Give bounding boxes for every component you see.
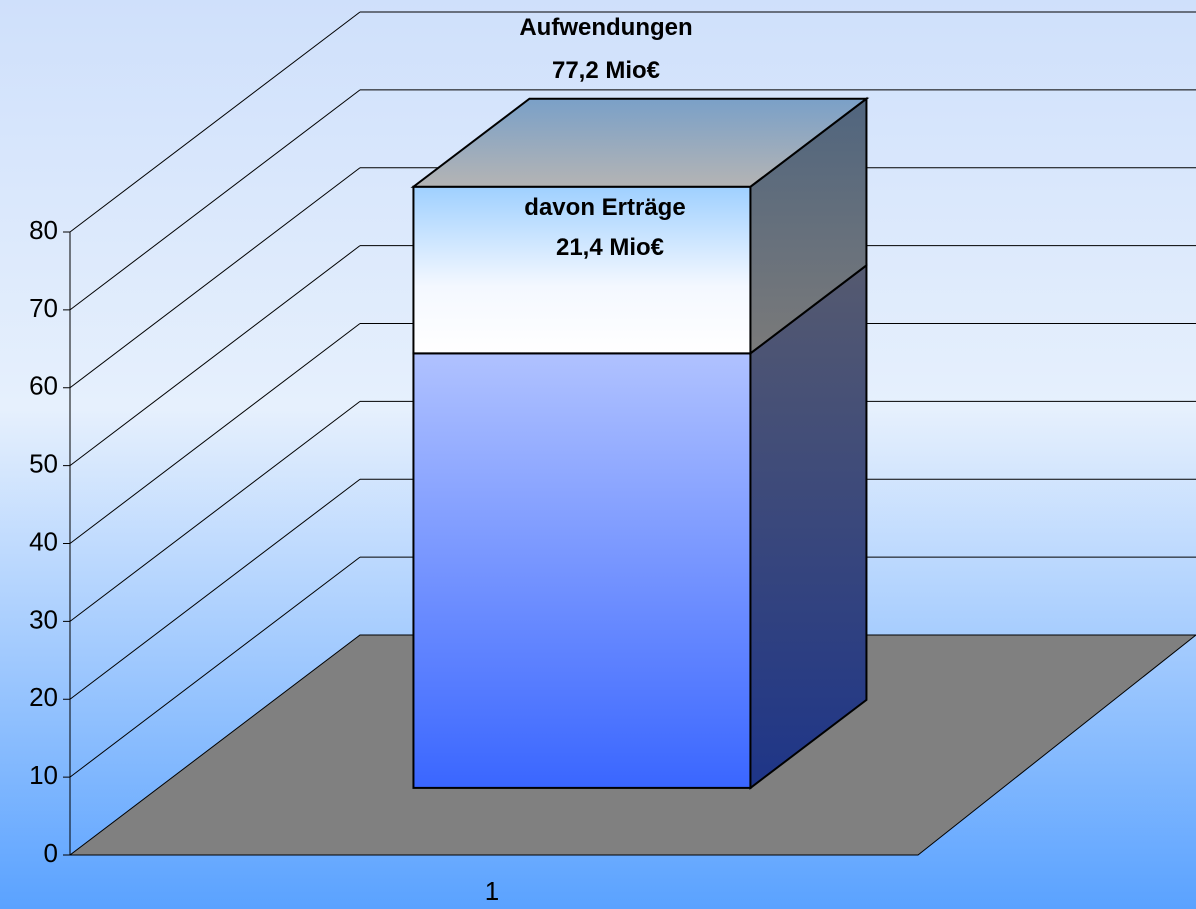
x-tick-label: 1 xyxy=(485,876,499,906)
grid-line xyxy=(69,400,361,622)
bar-front xyxy=(412,185,752,355)
bar-front xyxy=(412,352,752,789)
grid-line xyxy=(69,478,361,700)
y-tick-label: 30 xyxy=(29,604,58,634)
bar-side xyxy=(749,263,868,790)
y-tick-label: 40 xyxy=(29,526,58,556)
y-tick-label: 10 xyxy=(29,760,58,790)
total-label: Aufwendungen xyxy=(519,14,692,41)
y-tick-label: 80 xyxy=(29,215,58,245)
grid-line xyxy=(69,323,361,544)
total-value-label: 77,2 Mio€ xyxy=(552,57,660,84)
data-label: 21,4 Mio€ xyxy=(556,234,664,261)
grid-line xyxy=(69,167,361,389)
y-tick-label: 50 xyxy=(29,449,58,479)
bar-top xyxy=(410,97,870,188)
y-tick-label: 20 xyxy=(29,682,58,712)
grid-line xyxy=(69,556,361,778)
grid-line xyxy=(69,11,361,233)
grid-line xyxy=(69,89,361,311)
y-tick-label: 0 xyxy=(44,838,58,868)
grid-line xyxy=(69,245,361,467)
y-tick-label: 60 xyxy=(29,371,58,401)
segment-label: davon Erträge xyxy=(524,194,685,221)
y-tick-label: 70 xyxy=(29,293,58,323)
